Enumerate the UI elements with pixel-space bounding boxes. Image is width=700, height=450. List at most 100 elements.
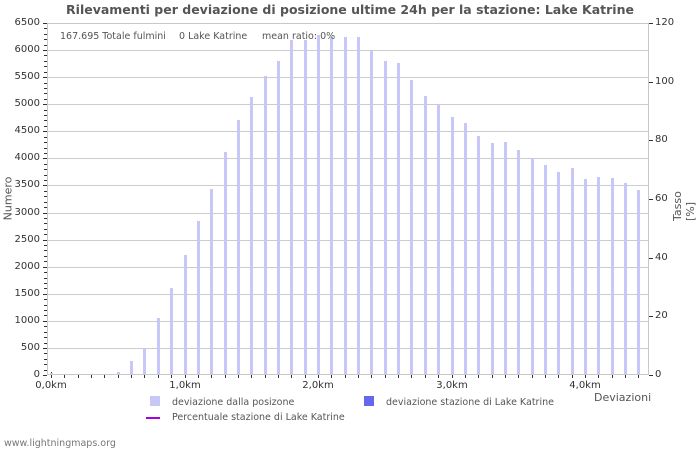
legend-label-station: deviazione stazione di Lake Katrine [386, 397, 554, 408]
x-tick-label: 0,0km [35, 380, 67, 391]
bar-deviation [637, 190, 640, 375]
gridline [47, 77, 649, 78]
y-right-tick-mark [649, 140, 653, 141]
legend-swatch-station [364, 396, 374, 406]
y-tick-mark [43, 294, 47, 295]
bar-deviation [370, 50, 373, 375]
bar-deviation [584, 179, 587, 375]
x-tick-mark [91, 375, 92, 378]
bar-deviation [531, 158, 534, 375]
gridline [47, 131, 649, 132]
bar-deviation [384, 61, 387, 375]
y-minor-tick [44, 207, 47, 208]
y-minor-tick [44, 93, 47, 94]
bar-deviation [210, 189, 213, 375]
x-tick-mark [158, 375, 159, 378]
y-minor-tick [44, 359, 47, 360]
bar-deviation [611, 178, 614, 375]
y-minor-tick [44, 283, 47, 284]
y-right-tick-label: 120 [655, 17, 675, 28]
y-tick-label: 2500 [14, 234, 40, 245]
y-right-tick-label: 80 [655, 134, 668, 145]
x-tick-label: 1,0km [169, 380, 201, 391]
gridline [47, 185, 649, 186]
y-minor-tick [44, 326, 47, 327]
y-tick-label: 0 [33, 369, 40, 380]
y-tick-label: 6500 [14, 17, 40, 28]
gridline [47, 50, 649, 51]
x-tick-mark [532, 375, 533, 378]
y-minor-tick [44, 364, 47, 365]
bar-deviation [557, 172, 560, 375]
x-tick-mark [345, 375, 346, 378]
y-axis-right-title: Tasso [%] [671, 191, 697, 221]
bar-deviation [264, 76, 267, 375]
y-minor-tick [44, 55, 47, 56]
x-tick-mark [425, 375, 426, 378]
y-right-tick-label: 40 [655, 252, 668, 263]
y-minor-tick [44, 278, 47, 279]
x-tick-mark [278, 375, 279, 378]
y-tick-label: 6000 [14, 44, 40, 55]
y-minor-tick [44, 164, 47, 165]
y-tick-mark [43, 77, 47, 78]
x-tick-mark [198, 375, 199, 378]
y-minor-tick [44, 99, 47, 100]
gridline [47, 267, 649, 268]
y-minor-tick [44, 45, 47, 46]
x-tick-mark [78, 375, 79, 378]
y-right-tick-label: 60 [655, 193, 668, 204]
legend-line-percent [146, 417, 160, 419]
x-tick-mark [51, 372, 52, 378]
x-tick-mark [492, 375, 493, 378]
x-tick-mark [518, 375, 519, 378]
chart-title: Rilevamenti per deviazione di posizione … [66, 2, 634, 17]
bar-deviation [117, 372, 120, 375]
y-minor-tick [44, 370, 47, 371]
y-tick-label: 3000 [14, 207, 40, 218]
y-tick-mark [43, 375, 47, 376]
y-tick-label: 4000 [14, 152, 40, 163]
bar-deviation [157, 318, 160, 375]
y-tick-mark [43, 348, 47, 349]
y-minor-tick [44, 126, 47, 127]
y-right-tick-mark [649, 316, 653, 317]
bar-deviation [143, 348, 146, 375]
y-tick-mark [43, 213, 47, 214]
bar-deviation [184, 255, 187, 375]
x-tick-mark [118, 375, 119, 378]
y-minor-tick [44, 83, 47, 84]
x-tick-mark [185, 372, 186, 378]
bar-deviation [250, 97, 253, 375]
x-tick-mark [505, 375, 506, 378]
legend-label-percent: Percentuale stazione di Lake Katrine [172, 412, 345, 423]
y-tick-label: 1500 [14, 288, 40, 299]
gridline [47, 240, 649, 241]
y-right-tick-label: 0 [655, 369, 662, 380]
bar-deviation [544, 165, 547, 375]
y-tick-label: 2000 [14, 261, 40, 272]
y-tick-label: 500 [20, 342, 40, 353]
y-right-tick-mark [649, 199, 653, 200]
y-minor-tick [44, 202, 47, 203]
x-tick-label: 3,0km [436, 380, 468, 391]
x-tick-mark [305, 375, 306, 378]
y-tick-mark [43, 185, 47, 186]
y-minor-tick [44, 261, 47, 262]
y-tick-label: 3500 [14, 179, 40, 190]
x-tick-mark [638, 375, 639, 378]
x-tick-mark [358, 375, 359, 378]
legend-label-deviation: deviazione dalla posizone [172, 397, 295, 408]
x-tick-mark [398, 375, 399, 378]
x-tick-mark [465, 375, 466, 378]
bar-deviation [224, 152, 227, 375]
gridline [47, 104, 649, 105]
y-tick-label: 4500 [14, 125, 40, 136]
x-tick-mark [585, 372, 586, 378]
x-tick-label: 4,0km [569, 380, 601, 391]
y-tick-mark [43, 321, 47, 322]
bar-deviation [517, 150, 520, 375]
x-tick-mark [625, 375, 626, 378]
bar-deviation [130, 361, 133, 375]
x-tick-mark [251, 375, 252, 378]
